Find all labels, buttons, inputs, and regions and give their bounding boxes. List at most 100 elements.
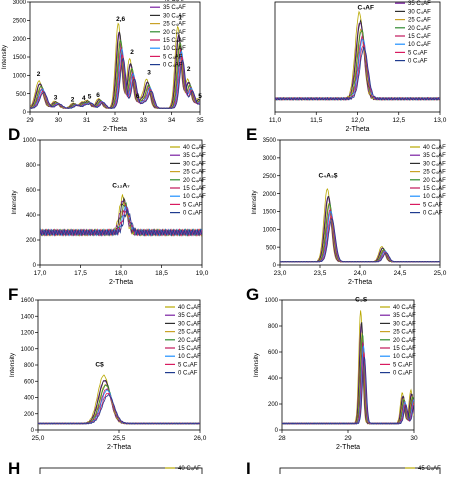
- panel-letter: I: [246, 459, 251, 474]
- y-tick-label: 1000: [13, 74, 27, 80]
- legend-entry: 40 C₄AF: [163, 0, 186, 3]
- series-line-8: [40, 208, 202, 237]
- x-tick-label: 12,0: [351, 117, 364, 124]
- legend-entry: 0 C₄AF: [423, 211, 443, 217]
- series-line-0: [280, 188, 440, 263]
- legend-entry: 35 C₄AF: [393, 313, 416, 319]
- legend-entry: 25 C₄AF: [408, 18, 431, 24]
- panel-H: H 40 C₄AF: [8, 459, 203, 479]
- peak-label: 2: [130, 49, 134, 56]
- legend-entry: 30 C₄AF: [393, 321, 416, 327]
- peak-label: 2,6: [116, 16, 125, 23]
- legend-entry: 20 C₄AF: [393, 338, 416, 344]
- y-tick-label: 0: [33, 263, 37, 269]
- panel-F: 25,0 25,5 26,0 0 200 400 600 800 1000 1200 1400 160…: [8, 285, 207, 451]
- x-tick-label: 24,0: [354, 270, 367, 277]
- y-tick-label: 3000: [13, 0, 27, 6]
- legend-entry: 20 C₄AF: [183, 178, 206, 184]
- x-tick-label: 31: [83, 117, 91, 124]
- y-tick-label: 400: [268, 376, 279, 382]
- peak-label: 6: [96, 92, 100, 99]
- x-axis-label: 2-Theta: [345, 126, 369, 133]
- legend-entry: 15 C₄AF: [178, 346, 201, 352]
- y-tick-label: 800: [24, 363, 35, 369]
- plot-frame: [279, 139, 441, 266]
- panel-top-1: 11,0 11,5 12,0 12,5 13,0 2-Theta C₄AF 35 C₄AF 30…: [269, 1, 447, 133]
- y-tick-label: 600: [268, 350, 279, 356]
- legend-entry: 5 C₄AF: [423, 202, 443, 208]
- legend-entry: 45 C₄AF: [418, 466, 441, 472]
- peak-label: 2: [71, 97, 75, 104]
- x-axis-label: 2-Theta: [348, 279, 372, 286]
- y-tick-label: 500: [266, 245, 277, 251]
- peak-label: 2: [37, 71, 41, 78]
- series-line-8: [38, 393, 200, 425]
- panel-D: 17,0 17,5 18,0 18,5 19,0 0 200 400 600 800 1000 2-T…: [8, 125, 209, 286]
- legend-entry: 5 C₄AF: [393, 362, 413, 368]
- y-tick-label: 800: [26, 163, 37, 169]
- x-tick-label: 23,5: [314, 270, 327, 277]
- legend-entry: 30 C₄AF: [183, 161, 206, 167]
- y-tick-label: 0: [273, 263, 277, 269]
- legend-entry: 40 C₄AF: [393, 305, 416, 311]
- peak-label: 5: [198, 93, 202, 100]
- legend-entry: 15 C₄AF: [423, 186, 446, 192]
- peak-label: C₄A₃$: [318, 173, 337, 180]
- y-axis-label: Intensity: [11, 190, 18, 215]
- x-tick-label: 35: [196, 117, 204, 124]
- x-tick-label: 19,0: [196, 270, 209, 277]
- y-tick-label: 3000: [263, 156, 277, 162]
- y-tick-label: 0: [23, 110, 27, 116]
- plot-frame: [37, 299, 201, 431]
- legend-entry: 40 C₄AF: [178, 305, 201, 311]
- legend-entry: 25 C₄AF: [183, 170, 206, 176]
- x-tick-label: 34: [168, 117, 176, 124]
- series-line-5: [280, 208, 440, 263]
- series-line-0: [38, 374, 200, 425]
- legend-entry: 15 C₄AF: [163, 38, 186, 44]
- legend-entry: 10 C₄AF: [408, 42, 431, 48]
- panel-letter: F: [8, 285, 18, 304]
- series-line-8: [282, 356, 414, 425]
- legend-entry: 0 C₄AF: [163, 63, 183, 69]
- y-tick-label: 400: [26, 213, 37, 219]
- legend-entry: 5 C₄AF: [408, 50, 428, 56]
- y-tick-label: 200: [268, 402, 279, 408]
- y-tick-label: 1400: [21, 314, 35, 320]
- y-tick-label: 3500: [263, 138, 277, 144]
- x-tick-label: 18,5: [155, 270, 168, 277]
- series-line-8: [30, 58, 200, 109]
- legend-entry: 40 C₄AF: [183, 145, 206, 151]
- y-tick-label: 0: [31, 428, 35, 434]
- x-tick-label: 23,0: [274, 270, 287, 277]
- x-tick-label: 17,0: [34, 270, 47, 277]
- legend-entry: 15 C₄AF: [393, 346, 416, 352]
- legend-entry: 15 C₄AF: [183, 186, 206, 192]
- x-axis-label: 2-Theta: [103, 126, 127, 133]
- y-tick-label: 400: [24, 396, 35, 402]
- y-tick-label: 200: [24, 412, 35, 418]
- panel-letter: H: [8, 459, 20, 474]
- peak-label: 2: [187, 66, 191, 73]
- legend-entry: 5 C₄AF: [183, 202, 203, 208]
- legend-entry: 30 C₄AF: [178, 321, 201, 327]
- legend-entry: 5 C₄AF: [178, 362, 198, 368]
- y-tick-label: 2000: [263, 192, 277, 198]
- legend-entry: 0 C₄AF: [408, 59, 428, 65]
- peak-label: 5: [88, 93, 92, 100]
- legend-entry: 20 C₄AF: [423, 178, 446, 184]
- legend-entry: 35 C₄AF: [423, 153, 446, 159]
- legend-entry: 20 C₄AF: [408, 26, 431, 32]
- y-axis-label: Intensity: [251, 190, 258, 215]
- y-axis-label: Intensity: [9, 352, 16, 377]
- panel-E: 23,0 23,5 24,0 24,5 25,0 0 500 1000 1500 2000 2500…: [246, 125, 447, 286]
- y-tick-label: 1000: [23, 138, 37, 144]
- peak-label: 6: [136, 93, 140, 100]
- y-axis-label: Intensity: [1, 44, 8, 69]
- x-tick-label: 33: [140, 117, 148, 124]
- legend-entry: 30 C₄AF: [163, 13, 186, 19]
- legend-entry: 15 C₄AF: [408, 34, 431, 40]
- y-tick-label: 800: [268, 324, 279, 330]
- x-tick-label: 26,0: [194, 435, 207, 442]
